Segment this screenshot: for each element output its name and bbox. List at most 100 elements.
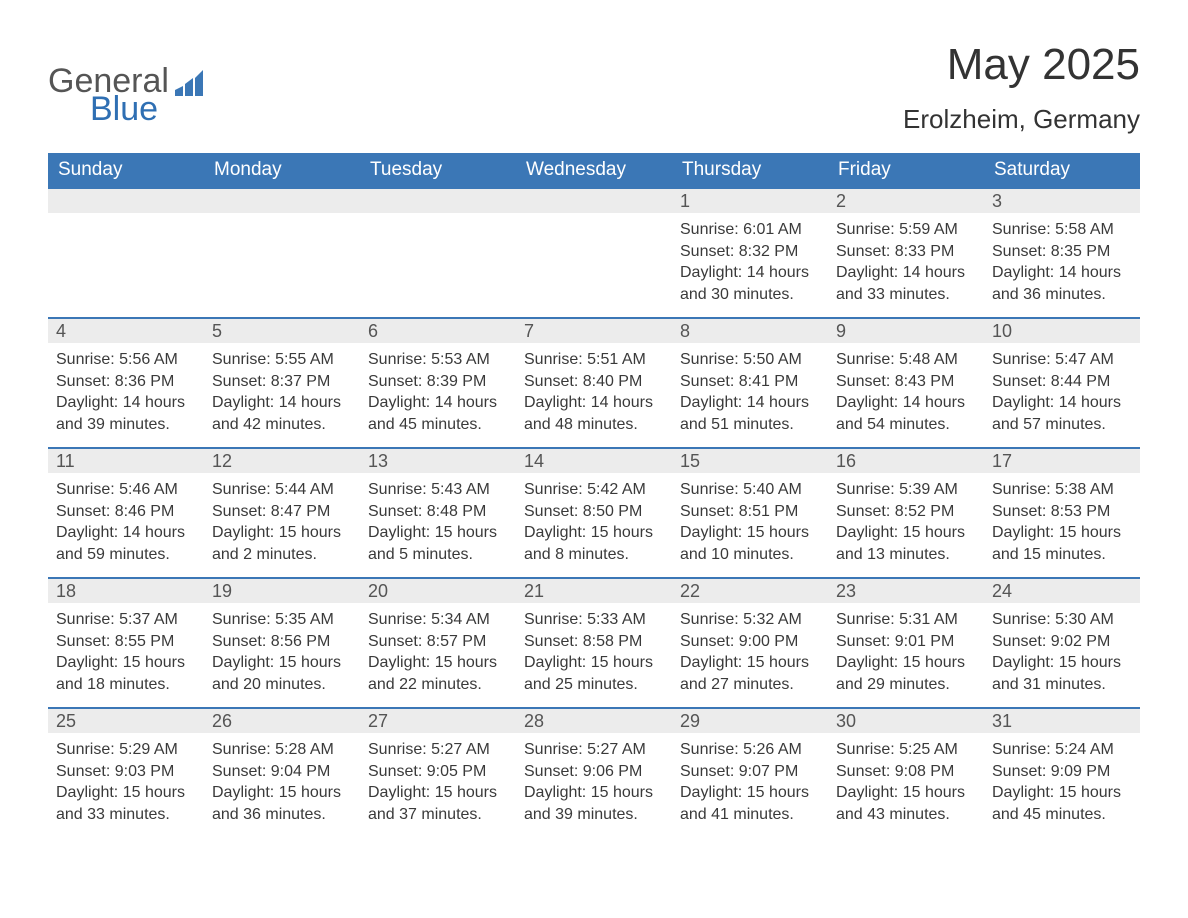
sunrise-value: 5:34 AM — [431, 611, 490, 628]
sunset-value: 8:36 PM — [115, 373, 175, 390]
calendar-day: 1Sunrise: 6:01 AMSunset: 8:32 PMDaylight… — [672, 189, 828, 317]
sunrise-line: Sunrise: 5:42 AM — [524, 479, 664, 501]
calendar-day: 3Sunrise: 5:58 AMSunset: 8:35 PMDaylight… — [984, 189, 1140, 317]
calendar-week: 1Sunrise: 6:01 AMSunset: 8:32 PMDaylight… — [48, 189, 1140, 317]
sunset-label: Sunset: — [680, 633, 734, 650]
sunset-label: Sunset: — [524, 503, 578, 520]
daylight-label: Daylight: — [680, 524, 742, 541]
calendar-day: 28Sunrise: 5:27 AMSunset: 9:06 PMDayligh… — [516, 709, 672, 837]
weekday-header: Saturday — [984, 153, 1140, 189]
sunset-line: Sunset: 9:05 PM — [368, 761, 508, 783]
calendar-day: 25Sunrise: 5:29 AMSunset: 9:03 PMDayligh… — [48, 709, 204, 837]
sunset-value: 8:57 PM — [427, 633, 487, 650]
sunrise-label: Sunrise: — [992, 741, 1051, 758]
day-details: Sunrise: 5:37 AMSunset: 8:55 PMDaylight:… — [48, 603, 204, 705]
day-details: Sunrise: 5:32 AMSunset: 9:00 PMDaylight:… — [672, 603, 828, 705]
sunrise-line: Sunrise: 5:28 AM — [212, 739, 352, 761]
daylight-label: Daylight: — [524, 524, 586, 541]
sunset-label: Sunset: — [680, 373, 734, 390]
sunrise-value: 5:32 AM — [743, 611, 802, 628]
day-number: 20 — [360, 579, 516, 603]
sunset-label: Sunset: — [992, 243, 1046, 260]
sunset-value: 9:03 PM — [115, 763, 175, 780]
sunrise-label: Sunrise: — [992, 351, 1051, 368]
daylight-label: Daylight: — [56, 394, 118, 411]
sunrise-label: Sunrise: — [56, 611, 115, 628]
day-details: Sunrise: 5:39 AMSunset: 8:52 PMDaylight:… — [828, 473, 984, 575]
sunset-line: Sunset: 9:06 PM — [524, 761, 664, 783]
sunset-value: 9:09 PM — [1051, 763, 1111, 780]
sunrise-label: Sunrise: — [992, 481, 1051, 498]
daylight-label: Daylight: — [992, 524, 1054, 541]
day-details: Sunrise: 5:48 AMSunset: 8:43 PMDaylight:… — [828, 343, 984, 445]
sunset-label: Sunset: — [680, 243, 734, 260]
sunrise-label: Sunrise: — [680, 741, 739, 758]
weekday-header: Friday — [828, 153, 984, 189]
sunset-line: Sunset: 8:47 PM — [212, 501, 352, 523]
daylight-label: Daylight: — [836, 654, 898, 671]
sunset-value: 8:35 PM — [1051, 243, 1111, 260]
day-number — [360, 189, 516, 213]
sunset-value: 8:51 PM — [739, 503, 799, 520]
daylight-label: Daylight: — [56, 524, 118, 541]
daylight-line: Daylight: 14 hours and 54 minutes. — [836, 392, 976, 435]
daylight-line: Daylight: 14 hours and 42 minutes. — [212, 392, 352, 435]
sunset-line: Sunset: 8:56 PM — [212, 631, 352, 653]
daylight-line: Daylight: 14 hours and 59 minutes. — [56, 522, 196, 565]
day-number: 26 — [204, 709, 360, 733]
sunset-line: Sunset: 8:41 PM — [680, 371, 820, 393]
daylight-label: Daylight: — [992, 654, 1054, 671]
daylight-line: Daylight: 15 hours and 36 minutes. — [212, 782, 352, 825]
daylight-label: Daylight: — [524, 394, 586, 411]
day-details: Sunrise: 5:42 AM Sunset: 8:50 PM Daylight:… — [516, 473, 672, 575]
daylight-label: Daylight: — [368, 654, 430, 671]
day-number: 28 — [516, 709, 672, 733]
sunset-line: Sunset: 9:09 PM — [992, 761, 1132, 783]
daylight-label: Daylight: — [212, 654, 274, 671]
sunrise-value: 5:44 AM — [275, 481, 334, 498]
day-number: 23 — [828, 579, 984, 603]
sunset-value: 8:50 PM — [583, 503, 643, 520]
sunset-line: Sunset: 8:37 PM — [212, 371, 352, 393]
sunset-line: Sunset: 8:39 PM — [368, 371, 508, 393]
day-number: 16 — [828, 449, 984, 473]
sunset-value: 8:44 PM — [1051, 373, 1111, 390]
weekday-header: Thursday — [672, 153, 828, 189]
sunset-value: 8:39 PM — [427, 373, 487, 390]
day-number — [48, 189, 204, 213]
weekday-header: Sunday — [48, 153, 204, 189]
sunset-label: Sunset: — [992, 503, 1046, 520]
day-details: Sunrise: 5:35 AMSunset: 8:56 PMDaylight:… — [204, 603, 360, 705]
daylight-line: Daylight: 15 hours and 29 minutes. — [836, 652, 976, 695]
calendar: SundayMondayTuesdayWednesdayThursdayFrid… — [48, 153, 1140, 837]
daylight-line: Daylight: 14 hours and 45 minutes. — [368, 392, 508, 435]
day-number — [516, 189, 672, 213]
day-details: Sunrise: 5:46 AMSunset: 8:46 PMDaylight:… — [48, 473, 204, 575]
day-number: 31 — [984, 709, 1140, 733]
page-title: May 2025 — [903, 40, 1140, 90]
sunset-label: Sunset: — [992, 633, 1046, 650]
sunrise-value: 5:33 AM — [587, 611, 646, 628]
sunset-value: 8:40 PM — [583, 373, 643, 390]
sunrise-label: Sunrise: — [368, 611, 427, 628]
day-number: 4 — [48, 319, 204, 343]
calendar-day: 2Sunrise: 5:59 AMSunset: 8:33 PMDaylight… — [828, 189, 984, 317]
sunset-line: Sunset: 8:36 PM — [56, 371, 196, 393]
calendar-day: 12Sunrise: 5:44 AMSunset: 8:47 PMDayligh… — [204, 449, 360, 577]
sunset-line: Sunset: 8:51 PM — [680, 501, 820, 523]
day-number: 5 — [204, 319, 360, 343]
calendar-day: 23Sunrise: 5:31 AMSunset: 9:01 PMDayligh… — [828, 579, 984, 707]
day-details: Sunrise: 5:29 AMSunset: 9:03 PMDaylight:… — [48, 733, 204, 835]
daylight-label: Daylight: — [680, 654, 742, 671]
calendar-day-blank — [360, 189, 516, 317]
day-number: 13 — [360, 449, 516, 473]
sunrise-value: 5:46 AM — [119, 481, 178, 498]
weeks-container: 1Sunrise: 6:01 AMSunset: 8:32 PMDaylight… — [48, 189, 1140, 837]
daylight-label: Daylight: — [992, 264, 1054, 281]
sunset-value: 8:53 PM — [1051, 503, 1111, 520]
sunset-line: Sunset: 9:07 PM — [680, 761, 820, 783]
sunrise-value: 5:50 AM — [743, 351, 802, 368]
sunset-line: Sunset: 8:32 PM — [680, 241, 820, 263]
day-number: 27 — [360, 709, 516, 733]
sunset-line: Sunset: 9:01 PM — [836, 631, 976, 653]
